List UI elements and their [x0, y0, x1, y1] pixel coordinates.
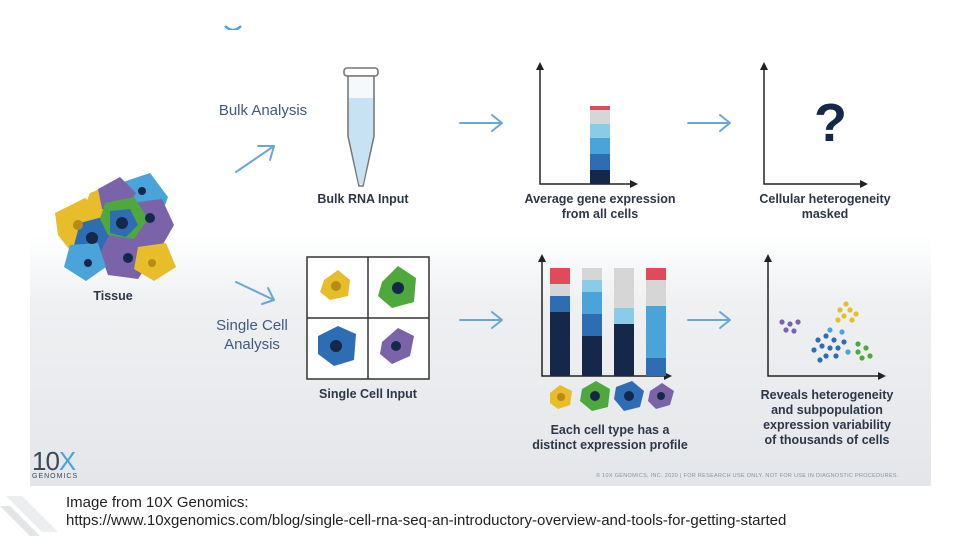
diagram-panel: Tissue Bulk Analysis Single Cell Analysi…: [30, 30, 931, 486]
masked-chart: [760, 62, 868, 188]
tissue-label: Tissue: [93, 289, 133, 303]
stack-bar-3: [614, 268, 634, 308]
reveals-label-line3: expression variability: [763, 418, 891, 432]
logo-main-text: 10: [32, 446, 60, 476]
masked-label-line2: masked: [801, 207, 849, 221]
arrow-right-icon: [459, 114, 503, 132]
diagonal-arrow-down-icon: [235, 281, 275, 305]
single-cell-label-line2: Analysis: [224, 336, 280, 353]
stack-bar-1: [550, 268, 570, 284]
single-cell-label-line1: Single Cell: [216, 317, 288, 334]
arrow-right-icon: [687, 114, 731, 132]
avg-expression-label-line2: from all cells: [561, 207, 639, 221]
arrow-right-icon: [687, 311, 731, 329]
profile-label-line2: distinct expression profile: [532, 438, 688, 452]
profile-label-line1: Each cell type has a: [550, 423, 670, 437]
single-cell-grid: [306, 256, 430, 380]
stack-bar-2: [582, 268, 602, 280]
reveals-label-line1: Reveals heterogeneity: [760, 388, 894, 402]
avg-expression-label-line1: Average gene expression: [524, 192, 676, 206]
tissue-cluster-icon: [55, 173, 176, 281]
logo-x-text: X: [58, 446, 76, 476]
bulk-analysis-label: Bulk Analysis: [218, 102, 308, 119]
test-tube-icon: [343, 67, 379, 187]
image-caption: Image from 10X Genomics: https://www.10x…: [66, 494, 786, 530]
cell-type-icons: [550, 381, 674, 411]
stack-bar-4: [646, 268, 666, 280]
masked-label-line1: Cellular heterogeneity: [759, 192, 891, 206]
single-cell-input-label: Single Cell Input: [319, 387, 417, 401]
diagonal-arrow-up-icon: [235, 145, 275, 173]
bulk-bar-chart: [536, 62, 638, 188]
cluster-scatter-plot: [764, 254, 886, 380]
arrow-right-icon: [459, 311, 503, 329]
stacked-bar-chart: [538, 254, 672, 380]
caption-url[interactable]: https://www.10xgenomics.com/blog/single-…: [66, 512, 787, 529]
copyright-note: © 10X GENOMICS, INC. 2020 | FOR RESEARCH…: [596, 473, 899, 479]
corner-chevron-decoration: [0, 496, 58, 536]
reveals-label-line4: of thousands of cells: [764, 433, 890, 447]
10x-genomics-logo: 10X GENOMICS: [32, 446, 78, 480]
reveals-label-line2: and subpopulation: [771, 403, 883, 417]
caption-line1: Image from 10X Genomics:: [66, 494, 249, 511]
logo-sub-text: GENOMICS: [32, 473, 79, 480]
question-mark: ?: [814, 93, 847, 153]
bulk-rna-input-label: Bulk RNA Input: [317, 192, 409, 206]
